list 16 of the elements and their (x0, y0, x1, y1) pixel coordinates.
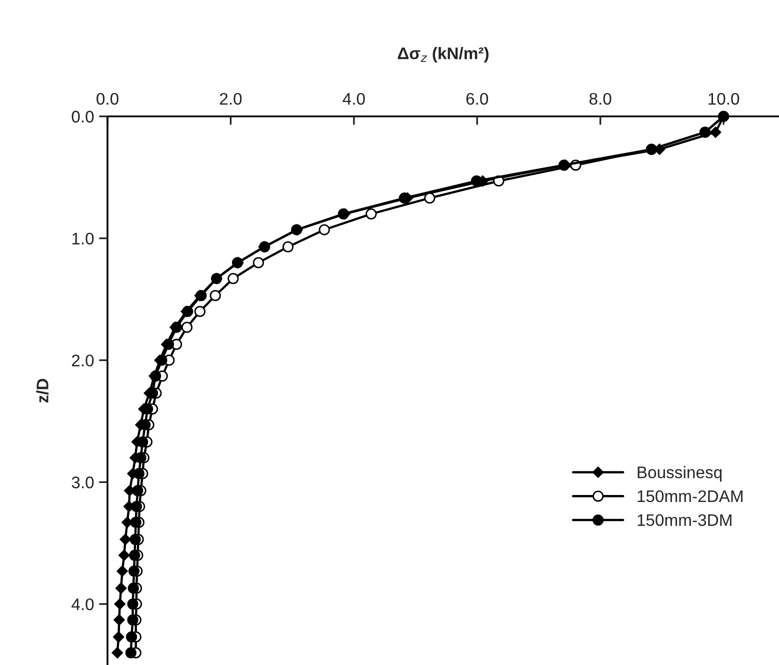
y-tick-label: 1.0 (72, 232, 94, 244)
y-axis-title: z/D (36, 378, 49, 403)
x-axis-title: Δσ$_{z}$ (kN/m²) (398, 47, 488, 63)
legend-label: Boussinesq (638, 466, 722, 482)
y-tick-label: 3.0 (72, 476, 94, 488)
y-tick-label: 2.0 (72, 354, 94, 366)
y-tick-label: 4.0 (72, 598, 94, 610)
x-tick-label: 8.0 (589, 92, 612, 105)
x-tick-label: 10.0 (708, 92, 740, 105)
legend-label: 150mm-3DM (638, 514, 732, 526)
x-tick-label: 6.0 (466, 92, 488, 105)
y-tick-label: 0.0 (72, 110, 94, 123)
legend-label: 150mm-2DAM (638, 490, 742, 502)
x-tick-label: 4.0 (342, 92, 365, 105)
x-tick-label: 2.0 (220, 92, 242, 105)
x-tick-label: 0.0 (96, 92, 118, 105)
